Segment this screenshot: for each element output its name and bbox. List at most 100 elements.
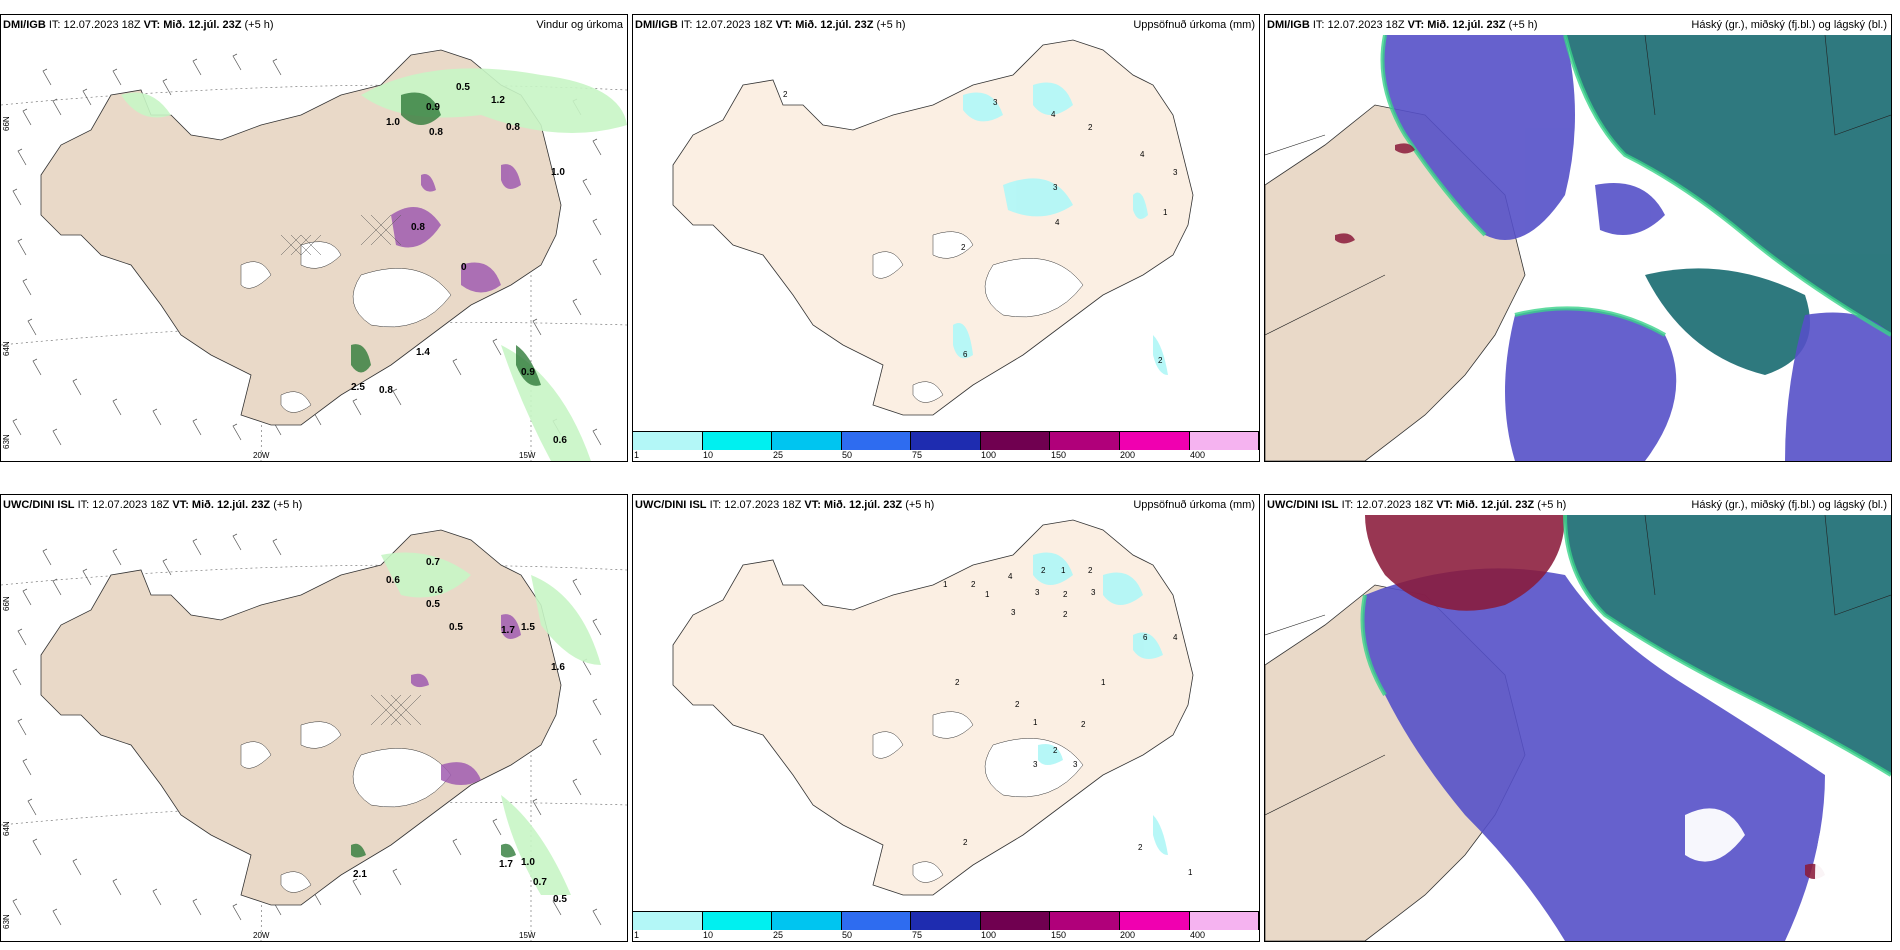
- legend-colorbar: [633, 911, 1259, 930]
- accum-label: 2: [1041, 566, 1046, 575]
- precip-label: 1.0: [521, 857, 535, 868]
- legend-swatch: [911, 432, 981, 450]
- accum-label: 2: [1088, 123, 1093, 132]
- legend-swatch: [702, 912, 773, 930]
- iceland-landmass: [672, 519, 1194, 896]
- legend-ticks: 1 10 25 50 75 100 150 200 400: [633, 929, 1259, 941]
- glaciers: [240, 721, 452, 893]
- accum-label: 4: [1140, 150, 1145, 159]
- panel-dmi-clouds: DMI/IGB IT: 12.07.2023 18Z VT: Mið. 12.j…: [1264, 14, 1892, 462]
- accum-label: 6: [963, 350, 968, 359]
- precip-label: 1.7: [501, 625, 515, 636]
- precip-label: 0.5: [553, 894, 567, 905]
- legend-tick: 10: [703, 930, 714, 940]
- accum-label: 6: [1143, 633, 1148, 642]
- map-clouds[interactable]: [1265, 515, 1891, 941]
- map-wind-precip[interactable]: 0.7 0.6 0.6 0.5 0.5 1.7 1.5 1.6 2.1 1.7 …: [1, 515, 627, 941]
- accum-label: 3: [1035, 588, 1040, 597]
- glaciers: [240, 241, 452, 413]
- legend-swatch: [841, 432, 912, 450]
- cloud-white-patches: [1685, 808, 1891, 941]
- lead-time: (+5 h): [1537, 499, 1567, 511]
- accum-label: 1: [1061, 566, 1066, 575]
- precip-label: 2.5: [351, 382, 365, 393]
- precip-legend: 1 10 25 50 75 100 150 200 400: [633, 911, 1259, 941]
- legend-swatch: [1189, 912, 1259, 930]
- precip-cyan: [1033, 552, 1168, 855]
- lead-time: (+5 h): [244, 19, 274, 31]
- precip-label: 0.8: [411, 222, 425, 233]
- valid-time: VT: Mið. 12.júl. 23Z: [172, 499, 271, 511]
- accum-label: 3: [993, 98, 998, 107]
- legend-tick: 1: [634, 450, 640, 460]
- legend-swatch: [633, 432, 703, 450]
- accum-label: 3: [1053, 183, 1058, 192]
- precip-label: 0.6: [553, 435, 567, 446]
- legend-tick: 400: [1190, 930, 1206, 940]
- accum-label: 2: [1088, 566, 1093, 575]
- accum-label: 3: [1011, 608, 1016, 617]
- lon-label: 20W: [253, 931, 270, 940]
- precip-label: 1.5: [521, 622, 535, 633]
- accum-label: 2: [1063, 610, 1068, 619]
- init-time: IT: 12.07.2023 18Z: [709, 499, 802, 511]
- accum-label: 2: [1138, 843, 1143, 852]
- legend-tick: 50: [842, 450, 853, 460]
- map-wind-precip[interactable]: 0.5 0.9 1.0 0.8 1.2 0.8 1.0 0.8 0 1.4 2.…: [1, 35, 627, 461]
- axis-labels: 66N 64N 63N 20W 15W: [2, 116, 536, 460]
- precip-label: 0.7: [426, 557, 440, 568]
- lat-label: 64N: [2, 341, 11, 356]
- cloud-blue: [1382, 35, 1891, 461]
- panel-title: Vindur og úrkoma: [536, 19, 623, 31]
- lon-label: 20W: [253, 451, 270, 460]
- model-name: UWC/DINI ISL: [1267, 499, 1339, 511]
- accum-label: 2: [963, 838, 968, 847]
- cloud-red: [1335, 143, 1415, 244]
- panel-uwc-accum-precip: UWC/DINI ISL IT: 12.07.2023 18Z VT: Mið.…: [632, 494, 1260, 942]
- accum-label: 4: [1173, 633, 1178, 642]
- accum-label: 4: [1055, 218, 1060, 227]
- precip-dark: [351, 92, 541, 386]
- legend-swatch: [633, 912, 703, 930]
- lead-time: (+5 h): [876, 19, 906, 31]
- map-accum-precip[interactable]: 2 3 4 2 4 3 4 1 3 2 6 2: [633, 35, 1259, 431]
- accum-label: 2: [1081, 720, 1086, 729]
- precip-label: 1.4: [416, 347, 430, 358]
- precip-label: 0.5: [456, 82, 470, 93]
- precip-label: 0.5: [449, 622, 463, 633]
- legend-swatch: [1119, 432, 1190, 450]
- cloud-green-edges: [1380, 35, 1891, 337]
- legend-swatch: [772, 432, 842, 450]
- legend-swatch: [980, 432, 1051, 450]
- accum-label: 1: [1163, 208, 1168, 217]
- accum-label: 3: [1173, 168, 1178, 177]
- valid-time: VT: Mið. 12.júl. 23Z: [775, 19, 874, 31]
- accum-label: 2: [971, 580, 976, 589]
- panel-uwc-clouds: UWC/DINI ISL IT: 12.07.2023 18Z VT: Mið.…: [1264, 494, 1892, 942]
- precip-label: 0.8: [506, 122, 520, 133]
- precip-label: 1.0: [386, 117, 400, 128]
- valid-time: VT: Mið. 12.júl. 23Z: [1436, 499, 1535, 511]
- init-time: IT: 12.07.2023 18Z: [680, 19, 773, 31]
- lead-time: (+5 h): [273, 499, 303, 511]
- lat-label: 63N: [2, 914, 11, 929]
- value-labels: 0.7 0.6 0.6 0.5 0.5 1.7 1.5 1.6 2.1 1.7 …: [353, 557, 567, 905]
- map-accum-precip[interactable]: 1 2 1 4 2 1 2 3 2 3 3 2 6 4 2 1 2 1 2 2: [633, 515, 1259, 911]
- value-labels: 0.5 0.9 1.0 0.8 1.2 0.8 1.0 0.8 0 1.4 2.…: [351, 82, 567, 446]
- precip-label: 0.8: [379, 385, 393, 396]
- legend-swatch: [1119, 912, 1190, 930]
- model-name: DMI/IGB: [3, 19, 46, 31]
- accum-label: 1: [1101, 678, 1106, 687]
- map-clouds[interactable]: [1265, 35, 1891, 461]
- lead-time: (+5 h): [1508, 19, 1538, 31]
- accum-label: 3: [1073, 760, 1078, 769]
- legend-swatch: [980, 912, 1051, 930]
- accum-label: 1: [1033, 718, 1038, 727]
- legend-tick: 200: [1120, 450, 1136, 460]
- accum-label: 2: [1015, 700, 1020, 709]
- precip-label: 0: [461, 262, 467, 273]
- legend-tick: 75: [912, 450, 923, 460]
- precip-label: 1.7: [499, 859, 513, 870]
- precip-green: [381, 552, 601, 895]
- accum-label: 3: [1033, 760, 1038, 769]
